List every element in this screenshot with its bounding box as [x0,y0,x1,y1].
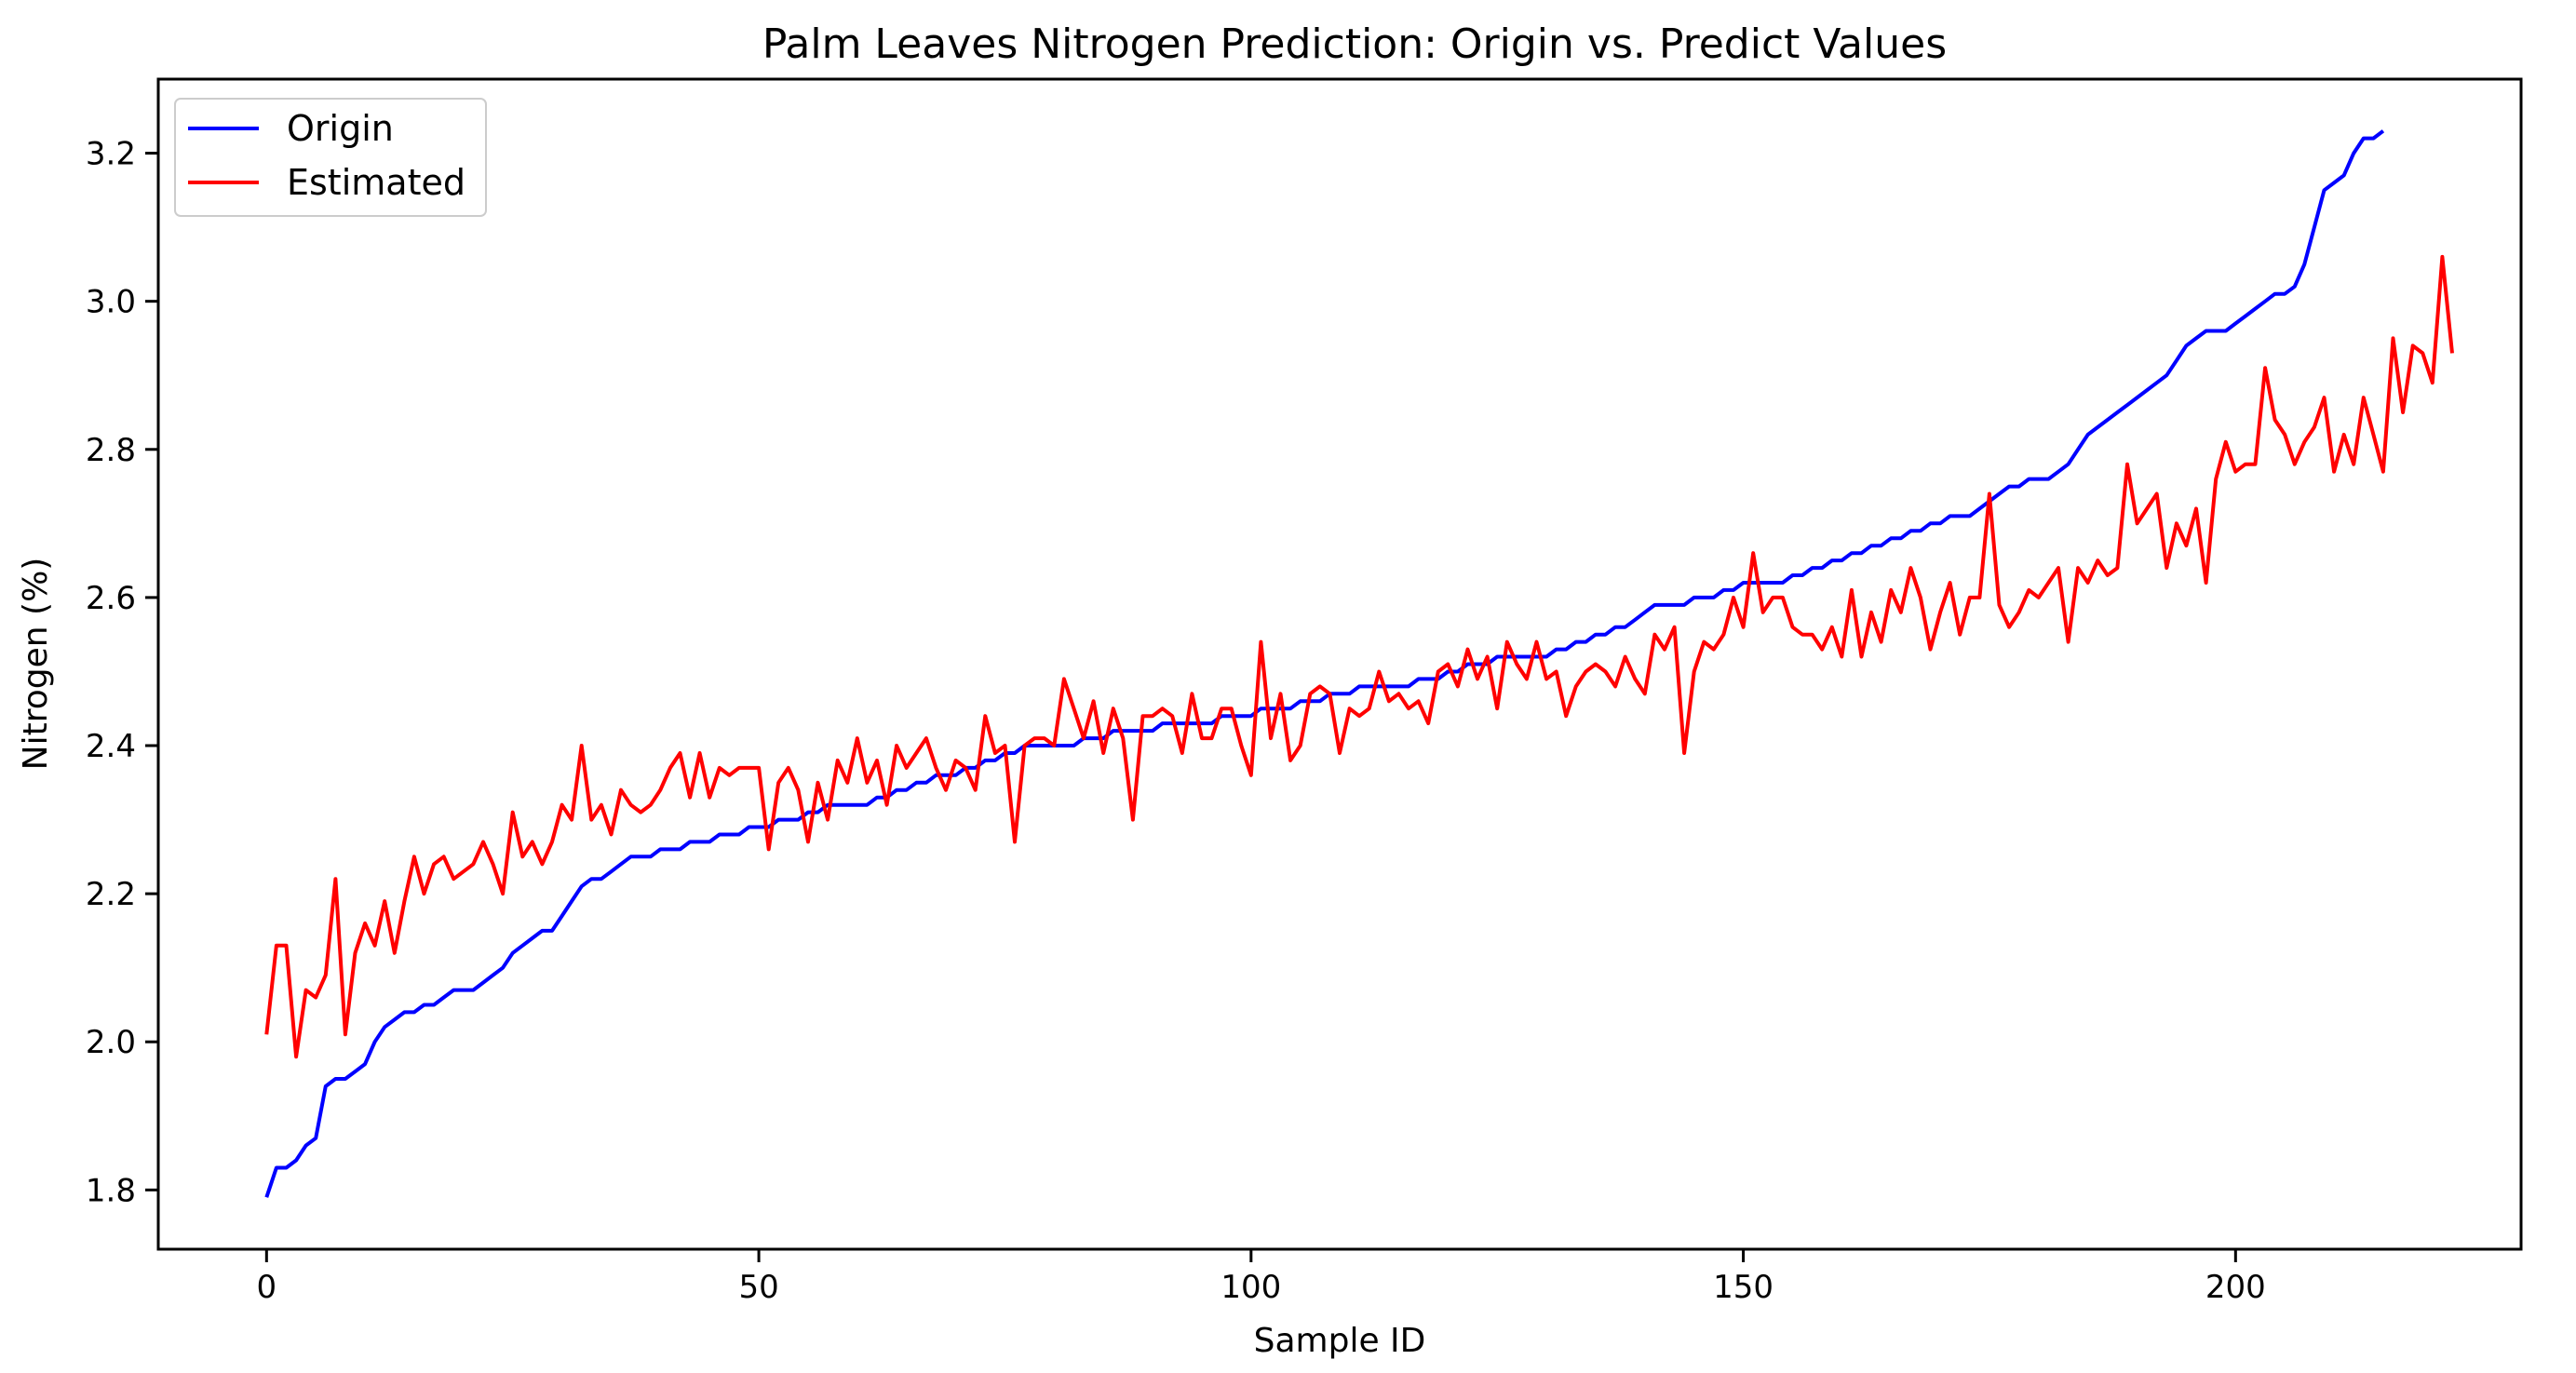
series-lines [264,129,2454,1198]
y-tick-label: 2.0 [86,1024,136,1061]
y-tick-label: 2.2 [86,876,136,913]
x-tick-label: 50 [738,1269,778,1306]
y-tick-label: 2.6 [86,580,136,617]
plot-frame [156,77,2523,1251]
y-tick-label: 1.8 [86,1172,136,1209]
y-tick-label: 3.0 [86,284,136,321]
y-tick-label: 3.2 [86,136,136,173]
axis-ticks: 0 50 100 150 200 1.8 2.0 2.2 2.4 2.6 2.8 3.0 3.2 [86,136,2266,1306]
x-axis-label: Sample ID [1254,1322,1426,1360]
legend-estimated-label: Estimated [287,162,465,203]
x-tick-label: 0 [257,1269,277,1306]
series-origin-line [264,129,2385,1198]
chart-title: Palm Leaves Nitrogen Prediction: Origin … [762,20,1947,68]
x-tick-label: 200 [2205,1269,2266,1306]
x-tick-label: 150 [1713,1269,1774,1306]
x-tick-label: 100 [1221,1269,1281,1306]
series-estimated-line [264,254,2454,1059]
plot-area: 0 50 100 150 200 1.8 2.0 2.2 2.4 2.6 2.8 3.0 3.2 [86,77,2523,1306]
legend: Origin Estimated [174,98,487,217]
y-tick-label: 2.8 [86,432,136,469]
legend-origin-label: Origin [287,108,394,149]
y-tick-label: 2.4 [86,728,136,765]
y-axis-label: Nitrogen (%) [17,558,55,771]
